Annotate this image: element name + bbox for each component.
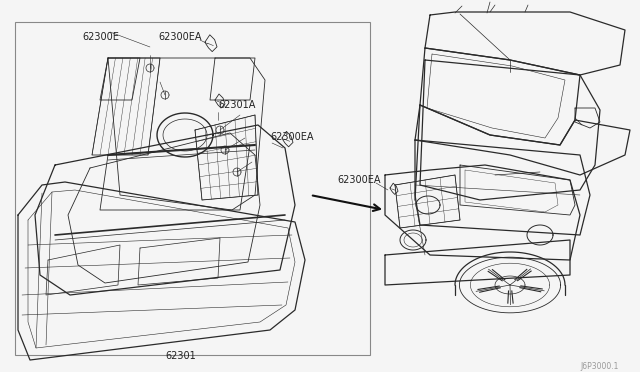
- Text: 62300EA: 62300EA: [337, 175, 381, 185]
- Bar: [15, 22, 370, 355]
- Text: 62301A: 62301A: [218, 100, 255, 110]
- Text: 62300E: 62300E: [82, 32, 119, 42]
- Text: 62301: 62301: [165, 351, 196, 361]
- Text: J6P3000.1: J6P3000.1: [580, 362, 618, 371]
- Text: 62300EA: 62300EA: [158, 32, 202, 42]
- Text: 62300EA: 62300EA: [270, 132, 314, 142]
